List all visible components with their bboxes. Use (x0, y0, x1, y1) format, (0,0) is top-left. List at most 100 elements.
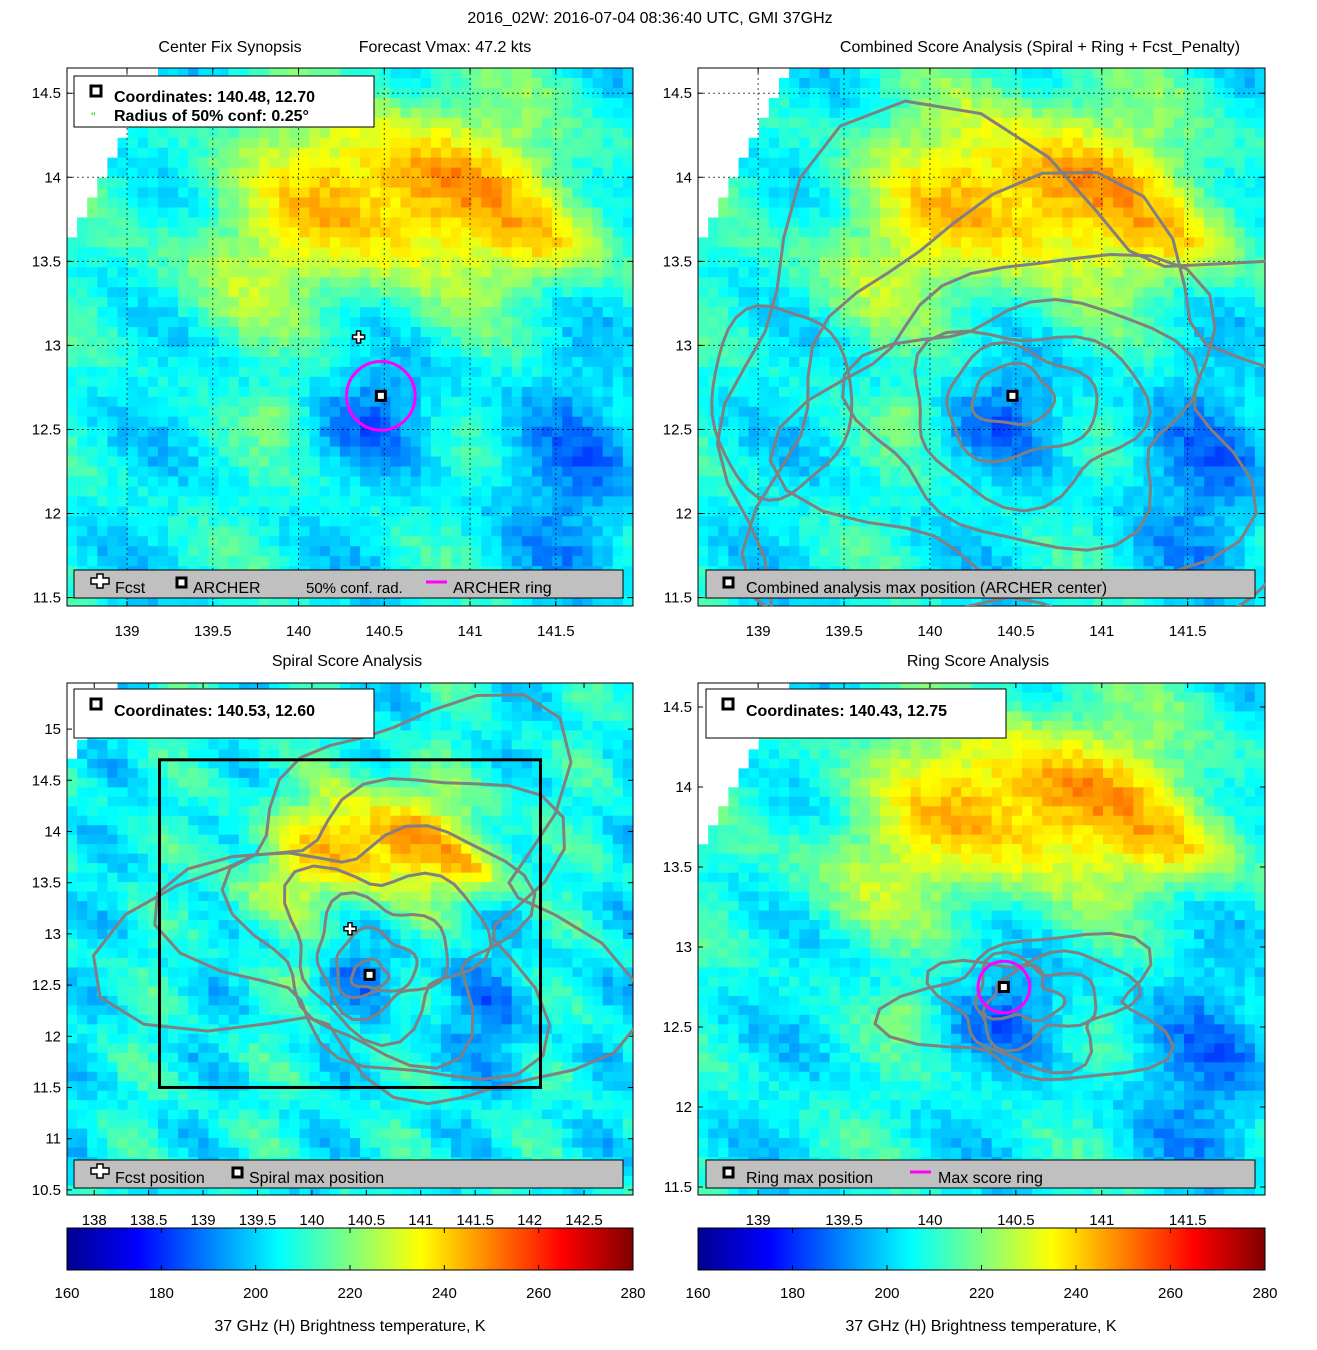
y-tick-label: 11.5 (664, 1179, 692, 1196)
max-score-ring (976, 959, 1032, 1015)
archer-marker-icon (89, 84, 103, 98)
legend-max-score-ring: Max score ring (938, 1170, 1043, 1187)
panel-a-subtitle: Forecast Vmax: 47.2 kts (359, 39, 532, 56)
y-tick-label: 11.5 (664, 590, 692, 607)
y-tick-label: 12 (44, 1028, 61, 1045)
x-tick-label: 141 (1089, 623, 1114, 640)
panel-a-title: Center Fix Synopsis (158, 39, 301, 56)
y-tick-label: 11.5 (33, 1079, 61, 1096)
y-tick-label: 13.5 (32, 875, 61, 892)
x-tick-label: 140 (917, 623, 942, 640)
y-tick-label: 14 (675, 169, 692, 186)
contour-line (913, 329, 1152, 513)
y-tick-label: 13 (44, 926, 61, 943)
heatmap-cells (698, 683, 1265, 1195)
colorbar-tick-label: 200 (874, 1285, 899, 1302)
x-tick-label: 141 (408, 1212, 433, 1229)
x-tick-label: 139 (115, 623, 140, 640)
y-tick-label: 12.5 (32, 977, 61, 994)
y-tick-label: 11 (45, 1131, 61, 1148)
contour-line (91, 693, 633, 1106)
x-tick-label: 141.5 (1169, 1212, 1207, 1229)
contour-line (220, 824, 537, 1070)
contour-line (925, 949, 1142, 1075)
x-tick-label: 138.5 (130, 1212, 168, 1229)
legend-ring-max: Ring max position (746, 1170, 873, 1187)
contour-line (283, 864, 493, 1048)
panel-c-title: Spiral Score Analysis (272, 653, 422, 670)
x-tick-label: 139.5 (194, 623, 232, 640)
x-tick-label: 140.5 (348, 1212, 386, 1229)
panel-spiral: 10.5 11 11.5 12 12.5 13 13.5 14 14.5 15 138 138.5 13… (32, 682, 634, 1229)
y-tick-label: 14.5 (663, 699, 692, 716)
x-tick-label: 139 (746, 623, 771, 640)
axes-frame (66, 67, 634, 607)
y-tick-label: 13 (675, 939, 692, 956)
ring-coordinates: Coordinates: 140.43, 12.75 (746, 703, 947, 720)
panel-combined: 11.5 12 12.5 13 13.5 14 14.5 139 139.5 140 140.5 14… (663, 67, 1266, 640)
combined-contours (710, 99, 1265, 606)
ring-max-marker (997, 981, 1010, 993)
legend-conf: 50% conf. rad. (306, 580, 403, 597)
contour-line (715, 99, 1265, 606)
x-tick-label: 139 (191, 1212, 216, 1229)
spiral-legend-icon (231, 1166, 244, 1179)
heatmap-cells (67, 68, 633, 606)
archer-center-marker (374, 389, 387, 402)
y-tick-label: 12.5 (663, 1019, 692, 1036)
colorbar-tick-label: 200 (243, 1285, 268, 1302)
colorbar-tick-label: 180 (780, 1285, 805, 1302)
y-tick-label: 13.5 (32, 253, 61, 270)
ring-legend: Ring max position Max score ring (705, 1159, 1256, 1189)
y-tick-label: 12 (675, 506, 692, 523)
y-tick-label: 12.5 (32, 421, 61, 438)
x-tick-label: 141.5 (1169, 623, 1207, 640)
legend-archer: ARCHER (193, 580, 261, 597)
fcst-cross-icon (90, 573, 110, 589)
synopsis-radius: Radius of 50% conf: 0.25° (114, 108, 309, 125)
contour-line (973, 950, 1098, 1053)
spiral-contours (91, 693, 633, 1106)
colorbar-tick-label: 220 (337, 1285, 362, 1302)
y-tick-label: 14.5 (663, 85, 692, 102)
x-tick-label: 140.5 (366, 623, 404, 640)
ring-info-box: Coordinates: 140.43, 12.75 (705, 688, 1007, 739)
combined-legend-icon (722, 576, 735, 589)
legend-combined: Combined analysis max position (ARCHER c… (746, 580, 1107, 597)
colorbar-tick-label: 280 (1252, 1285, 1277, 1302)
colorbar-tick-label: 180 (149, 1285, 174, 1302)
x-tick-label: 138 (82, 1212, 107, 1229)
panel-ring: 11.5 12 12.5 13 13.5 14 14.5 139 139.5 140 140.5 14… (663, 682, 1266, 1229)
archer-center-marker (1006, 389, 1019, 402)
y-tick-label: 13 (675, 337, 692, 354)
x-tick-label: 140 (917, 1212, 942, 1229)
y-tick-label: 14 (675, 779, 692, 796)
colorbar-tick-label: 220 (969, 1285, 994, 1302)
colorbar-tick-label: 160 (685, 1285, 710, 1302)
x-tick-label: 141 (1089, 1212, 1114, 1229)
spiral-max-marker (363, 968, 376, 981)
x-tick-label: 140.5 (997, 1212, 1035, 1229)
contour-line (873, 931, 1176, 1082)
x-tick-label: 139 (746, 1212, 771, 1229)
x-tick-label: 142 (517, 1212, 542, 1229)
contour-line (315, 891, 450, 1022)
contour-line (740, 170, 1265, 606)
y-tick-label: 13.5 (663, 859, 692, 876)
contour-line (945, 341, 1099, 464)
synopsis-legend: Fcst ARCHER 50% conf. rad. ARCHER ring (73, 569, 624, 599)
y-tick-label: 12 (44, 506, 61, 523)
legend-archer-ring: ARCHER ring (453, 580, 552, 597)
contour-line (349, 957, 391, 990)
colorbar-right: 160 180 200 220 240 260 280 37 GHz (H) Brightn… (685, 1227, 1278, 1335)
y-tick-label: 15 (44, 721, 61, 738)
colorbar-tick-label: 160 (54, 1285, 79, 1302)
y-tick-label: 14 (44, 823, 61, 840)
contour-line (334, 925, 419, 1000)
axes-frame (66, 682, 634, 1196)
x-tick-label: 140 (286, 623, 311, 640)
y-tick-label: 14.5 (32, 772, 61, 789)
y-tick-label: 12.5 (663, 421, 692, 438)
contour-line (970, 361, 1057, 426)
ring-contours (873, 931, 1176, 1082)
